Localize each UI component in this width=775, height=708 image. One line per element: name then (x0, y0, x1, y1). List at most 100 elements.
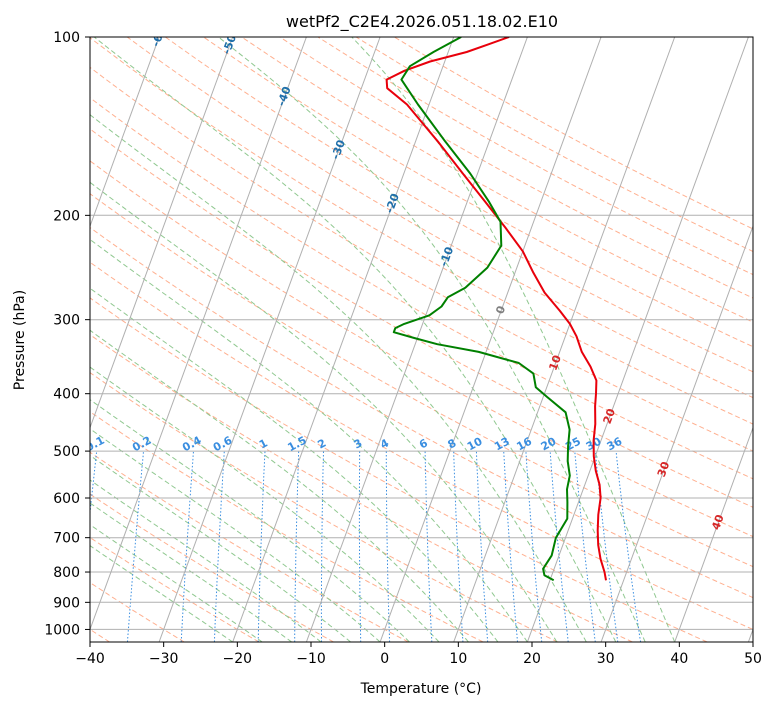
dry-adiabat-line (90, 372, 558, 642)
chart-title: wetPf2_C2E4.2026.051.18.02.E10 (286, 12, 558, 32)
moist-adiabat-line (90, 502, 292, 642)
dry-adiabat-line (279, 37, 753, 299)
x-tick-label: 20 (523, 651, 541, 667)
mixing-ratio-line (358, 451, 362, 642)
plot-frame (89, 36, 754, 643)
dry-adiabat-line (90, 66, 753, 452)
sounding-profiles (385, 37, 607, 582)
moist-adiabat-line (90, 366, 440, 642)
y-tick-label: 900 (53, 595, 80, 611)
y-axis-label: Pressure (hPa) (12, 290, 28, 390)
mixing-ratio-line (615, 451, 642, 642)
mixing-ratio-label: 1 (257, 436, 270, 451)
x-tick-label: 50 (744, 651, 762, 667)
isotherm-line (232, 37, 455, 642)
mixing-ratio-line (320, 451, 324, 642)
isotherm-line (453, 37, 676, 642)
moist-adiabat-line (90, 428, 381, 642)
isotherm-line (526, 37, 749, 642)
grid-lines (90, 37, 753, 630)
y-tick-label: 400 (53, 387, 80, 403)
y-tick-label: 800 (53, 565, 80, 581)
x-axis-label: Temperature (°C) (360, 681, 482, 697)
mixing-ratio-line (453, 451, 464, 642)
mixing-ratio-label: 20 (539, 435, 559, 454)
mixing-ratio-line (503, 451, 518, 642)
mixing-ratio-label: 3 (352, 436, 365, 451)
moist-adiabat-line (93, 37, 617, 642)
moist-adiabat-line (90, 238, 528, 642)
mixing-ratio-line (475, 451, 489, 642)
dry-adiabat-line (90, 536, 260, 642)
dewpoint-profile (392, 37, 571, 582)
x-tick-label: 10 (449, 651, 467, 667)
line-annotations: 0.1 0.2 0.4 0.6 1 1.5 2 3 4 6 8 10 13 16 20 25 30 36-60 -5… (90, 25, 727, 532)
y-tick-label: 1000 (44, 622, 80, 638)
isotherm-line (158, 37, 381, 642)
mixing-ratio-label: 10 (465, 435, 485, 454)
mixing-ratio-label: 25 (563, 435, 583, 454)
moist-adiabat-line (90, 114, 587, 642)
isotherm-label: -20 (383, 191, 402, 214)
mixing-ratio-label: 36 (605, 435, 625, 454)
moist-adiabats (90, 37, 676, 642)
mixing-ratio-line (180, 451, 194, 642)
isotherm-label: 30 (655, 460, 673, 479)
x-tick-label: 30 (597, 651, 615, 667)
moist-adiabat-line (90, 287, 499, 642)
dry-adiabat-line (90, 297, 708, 642)
dry-adiabat-line (90, 261, 753, 630)
mixing-ratio-line (90, 451, 98, 518)
axis-ticks: −40 −30 −20 −10 0 10 20 30 40 5010020030040050060… (44, 30, 762, 667)
isotherm-label: -50 (220, 33, 239, 56)
isotherm-label: -40 (275, 84, 294, 107)
skewed-isotherms (0, 37, 753, 642)
dry-adiabat-line (90, 334, 633, 642)
y-tick-label: 300 (53, 313, 80, 329)
dry-adiabat-line (90, 160, 753, 538)
dry-adiabat-line (90, 226, 753, 599)
dry-adiabat-line (203, 37, 753, 348)
dry-adiabat-line (90, 411, 484, 642)
mixing-ratio-label: 13 (492, 435, 512, 454)
mixing-ratio-line (213, 451, 225, 642)
moist-adiabat-line (351, 37, 676, 642)
mixing-ratio-label: 16 (514, 435, 534, 454)
isotherm-label: -10 (437, 245, 456, 268)
y-tick-label: 200 (53, 208, 80, 224)
mixing-ratio-line (294, 451, 300, 642)
isotherm-line (90, 37, 160, 228)
mixing-ratio-line (549, 451, 569, 642)
x-tick-label: −40 (75, 651, 105, 667)
moist-adiabat-line (90, 545, 233, 642)
moist-adiabat-line (90, 329, 469, 642)
isotherm-line (0, 37, 12, 642)
moist-adiabat-line (90, 524, 263, 642)
dry-adiabat-line (317, 37, 753, 276)
mixing-ratio-line (257, 451, 266, 642)
dry-adiabat-line (90, 128, 753, 508)
isotherm-line (674, 426, 753, 642)
dry-adiabat-line (90, 97, 753, 480)
dry-adiabat-line (126, 37, 753, 399)
moist-adiabat-line (218, 37, 646, 642)
mixing-ratio-line (385, 451, 391, 642)
dry-adiabat-line (90, 493, 334, 642)
mixing-ratio-line (574, 451, 596, 642)
moist-adiabat-line (90, 181, 558, 642)
y-tick-label: 100 (53, 30, 80, 46)
isotherm-line (747, 627, 753, 642)
mixing-ratio-line (424, 451, 433, 642)
isotherm-label: -60 (149, 25, 168, 48)
isotherm-label: -30 (329, 138, 348, 161)
x-tick-label: −10 (296, 651, 326, 667)
isotherm-label: 0 (493, 304, 508, 316)
x-tick-label: −30 (149, 651, 179, 667)
mixing-ratio-label: 4 (378, 436, 391, 451)
isotherm-line (90, 37, 307, 631)
moist-adiabat-line (90, 454, 351, 642)
mixing-ratio-lines (90, 451, 642, 642)
y-tick-label: 600 (53, 491, 80, 507)
isotherm-label: 20 (601, 407, 619, 426)
